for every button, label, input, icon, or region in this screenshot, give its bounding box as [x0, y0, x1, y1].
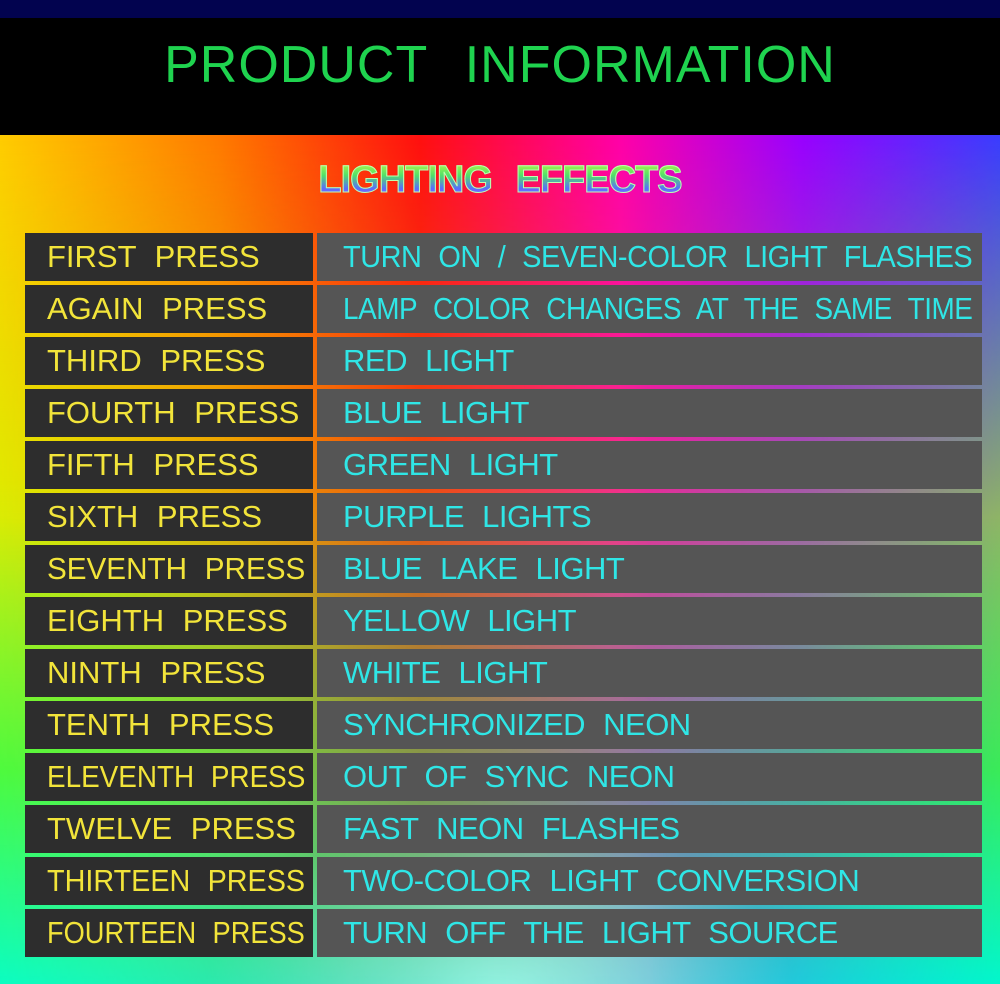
effect-cell: LAMP COLOR CHANGES AT THE SAME TIME	[317, 285, 982, 333]
effect-cell: GREEN LIGHT	[317, 441, 982, 489]
effect-cell: BLUE LIGHT	[317, 389, 982, 437]
press-cell: AGAIN PRESS	[25, 285, 313, 333]
effect-description: YELLOW LIGHT	[343, 603, 577, 638]
table-row: FIRST PRESS TURN ON / SEVEN-COLOR LIGHT F…	[25, 233, 982, 281]
effect-cell: WHITE LIGHT	[317, 649, 982, 697]
effect-description: LAMP COLOR CHANGES AT THE SAME TIME	[343, 291, 973, 326]
press-label: FOURTEEN PRESS	[47, 915, 305, 950]
effect-cell: BLUE LAKE LIGHT	[317, 545, 982, 593]
press-cell: FOURTH PRESS	[25, 389, 313, 437]
table-row: TWELVE PRESS FAST NEON FLASHES	[25, 805, 982, 853]
press-cell: TWELVE PRESS	[25, 805, 313, 853]
table-row: SEVENTH PRESS BLUE LAKE LIGHT	[25, 545, 982, 593]
table-row: NINTH PRESS WHITE LIGHT	[25, 649, 982, 697]
lighting-effects-table: FIRST PRESS TURN ON / SEVEN-COLOR LIGHT F…	[25, 233, 982, 961]
effect-description: RED LIGHT	[343, 343, 514, 378]
press-cell: NINTH PRESS	[25, 649, 313, 697]
press-label: FIRST PRESS	[47, 239, 260, 274]
press-cell: EIGHTH PRESS	[25, 597, 313, 645]
press-cell: FIRST PRESS	[25, 233, 313, 281]
press-cell: FIFTH PRESS	[25, 441, 313, 489]
header: PRODUCT INFORMATION	[0, 18, 1000, 135]
press-label: NINTH PRESS	[47, 655, 266, 690]
press-label: THIRD PRESS	[47, 343, 266, 378]
table-row: FOURTEEN PRESS TURN OFF THE LIGHT SOURCE	[25, 909, 982, 957]
effect-description: TURN OFF THE LIGHT SOURCE	[343, 915, 838, 950]
effect-description: BLUE LIGHT	[343, 395, 529, 430]
effect-description: GREEN LIGHT	[343, 447, 558, 482]
press-cell: SIXTH PRESS	[25, 493, 313, 541]
effect-description: TURN ON / SEVEN-COLOR LIGHT FLASHES	[343, 239, 973, 274]
effect-cell: TURN OFF THE LIGHT SOURCE	[317, 909, 982, 957]
table-row: EIGHTH PRESS YELLOW LIGHT	[25, 597, 982, 645]
effect-cell: SYNCHRONIZED NEON	[317, 701, 982, 749]
effect-cell: PURPLE LIGHTS	[317, 493, 982, 541]
effect-cell: TURN ON / SEVEN-COLOR LIGHT FLASHES	[317, 233, 982, 281]
press-label: FOURTH PRESS	[47, 395, 300, 430]
press-label: EIGHTH PRESS	[47, 603, 288, 638]
effect-description: BLUE LAKE LIGHT	[343, 551, 625, 586]
effect-description: OUT OF SYNC NEON	[343, 759, 675, 794]
effect-cell: YELLOW LIGHT	[317, 597, 982, 645]
effect-description: PURPLE LIGHTS	[343, 499, 592, 534]
effect-cell: RED LIGHT	[317, 337, 982, 385]
press-cell: TENTH PRESS	[25, 701, 313, 749]
table-row: SIXTH PRESS PURPLE LIGHTS	[25, 493, 982, 541]
press-label: TENTH PRESS	[47, 707, 275, 742]
effect-cell: FAST NEON FLASHES	[317, 805, 982, 853]
effect-description: WHITE LIGHT	[343, 655, 548, 690]
press-cell: THIRTEEN PRESS	[25, 857, 313, 905]
press-label: SEVENTH PRESS	[47, 551, 306, 586]
press-label: ELEVENTH PRESS	[47, 759, 306, 794]
press-label: TWELVE PRESS	[47, 811, 296, 846]
effect-description: TWO-COLOR LIGHT CONVERSION	[343, 863, 860, 898]
table-row: THIRTEEN PRESS TWO-COLOR LIGHT CONVERSION	[25, 857, 982, 905]
press-cell: ELEVENTH PRESS	[25, 753, 313, 801]
table-row: ELEVENTH PRESS OUT OF SYNC NEON	[25, 753, 982, 801]
effect-description: SYNCHRONIZED NEON	[343, 707, 691, 742]
press-label: THIRTEEN PRESS	[47, 863, 306, 898]
effect-cell: TWO-COLOR LIGHT CONVERSION	[317, 857, 982, 905]
top-band	[0, 0, 1000, 18]
press-cell: SEVENTH PRESS	[25, 545, 313, 593]
press-cell: FOURTEEN PRESS	[25, 909, 313, 957]
table-row: THIRD PRESS RED LIGHT	[25, 337, 982, 385]
table-row: TENTH PRESS SYNCHRONIZED NEON	[25, 701, 982, 749]
table-row: AGAIN PRESS LAMP COLOR CHANGES AT THE SAM…	[25, 285, 982, 333]
press-cell: THIRD PRESS	[25, 337, 313, 385]
table-row: FOURTH PRESS BLUE LIGHT	[25, 389, 982, 437]
table-row: FIFTH PRESS GREEN LIGHT	[25, 441, 982, 489]
section-title: LIGHTING EFFECTS	[0, 158, 1000, 202]
press-label: AGAIN PRESS	[47, 291, 268, 326]
effect-cell: OUT OF SYNC NEON	[317, 753, 982, 801]
page-title: PRODUCT INFORMATION	[164, 35, 836, 94]
effect-description: FAST NEON FLASHES	[343, 811, 680, 846]
press-label: FIFTH PRESS	[47, 447, 259, 482]
press-label: SIXTH PRESS	[47, 499, 262, 534]
